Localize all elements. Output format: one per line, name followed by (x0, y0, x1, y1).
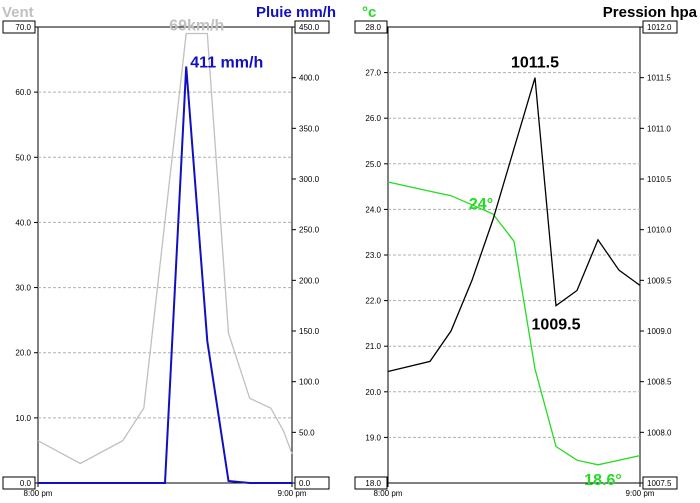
chart2-right-axis-title: Pression hpa (603, 4, 698, 21)
chart1-left-tick-label: 30.0 (15, 284, 31, 293)
chart1-left-tick-label: 60.0 (15, 88, 31, 97)
chart1-series-2-line (38, 66, 292, 484)
chart1-right-axis-title: Pluie mm/h (256, 4, 336, 21)
chart1-left-axis-title: Vent (2, 4, 34, 21)
chart2-right-tick-label: 1012.0 (647, 23, 672, 32)
chart2-left-axis-title: °c (362, 4, 376, 21)
chart2-annotation-3: 24° (469, 196, 493, 213)
chart2-x-tick-label: 8:00 pm (374, 489, 403, 498)
chart2-annotation-2: 1009.5 (532, 317, 581, 334)
chart2-right-tick-box (642, 476, 678, 490)
chart1-right-tick-label: 400.0 (299, 74, 320, 83)
chart1-right-tick-label: 350.0 (299, 124, 320, 133)
chart2-left-tick-label: 22.0 (365, 297, 381, 306)
chart1-left-tick-box (2, 476, 36, 490)
chart2-right-tick-label: 1011.5 (647, 74, 671, 83)
chart1-plot-frame (37, 26, 293, 484)
chart2-left-tick-box (354, 20, 388, 34)
chart2-right-tick-label: 1008.5 (647, 378, 672, 387)
chart2-left-tick-label: 21.0 (365, 342, 381, 351)
chart2-left-tick-label: 28.0 (365, 23, 381, 32)
chart2-series-1-line (387, 181, 641, 466)
chart2-right-tick-label: 1011.0 (647, 124, 671, 133)
chart1-left-tick-label: 0.0 (20, 479, 32, 488)
chart1-right-tick-label: 300.0 (299, 175, 320, 184)
chart1-right-tick-box (294, 476, 330, 490)
chart1-left-tick-label: 10.0 (15, 414, 31, 423)
chart2-left-tick-label: 25.0 (365, 160, 381, 169)
chart1-right-tick-label: 50.0 (299, 428, 315, 437)
chart2-right-tick-label: 1010.5 (647, 175, 672, 184)
chart1-annotation-2: 411 mm/h (190, 55, 263, 72)
chart1-left-tick-label: 20.0 (15, 349, 31, 358)
chart2-annotation-1: 1011.5 (511, 55, 559, 72)
chart2-right-tick-label: 1008.0 (647, 428, 672, 437)
chart1-right-tick-label: 100.0 (299, 378, 320, 387)
chart1-left-tick-label: 70.0 (15, 23, 31, 32)
chart2-left-tick-label: 20.0 (365, 388, 381, 397)
chart2-series-2-line (387, 77, 641, 373)
chart2-left-tick-label: 18.0 (365, 479, 381, 488)
chart1-right-tick-box (294, 20, 330, 34)
chart2-x-tick-label: 9:00 pm (626, 489, 655, 498)
chart2-left-tick-box (354, 476, 388, 490)
chart2-right-tick-label: 1009.0 (647, 327, 672, 336)
chart2-left-tick-label: 24.0 (365, 205, 381, 214)
chart2-left-tick-label: 19.0 (365, 433, 381, 442)
chart1-left-tick-box (2, 20, 36, 34)
chart1-right-tick-label: 150.0 (299, 327, 320, 336)
chart2-left-tick-label: 27.0 (365, 69, 381, 78)
chart2-annotation-4: 18.6° (584, 472, 622, 489)
chart1-left-tick-label: 40.0 (15, 218, 31, 227)
chart1-right-tick-label: 250.0 (299, 226, 320, 235)
chart2-right-tick-box (642, 20, 678, 34)
chart1-left-tick-label: 50.0 (15, 153, 31, 162)
chart1-x-tick-label: 8:00 pm (24, 489, 53, 498)
chart1-series-1-line (37, 32, 293, 465)
chart2-right-tick-label: 1010.0 (647, 226, 672, 235)
chart1-x-tick-label: 9:00 pm (278, 489, 307, 498)
chart1-right-tick-label: 450.0 (299, 23, 320, 32)
chart1-annotation-1: 69km/h (169, 18, 224, 35)
chart2-left-tick-label: 23.0 (365, 251, 381, 260)
chart2-left-tick-label: 26.0 (365, 114, 381, 123)
chart1-right-tick-label: 0.0 (299, 479, 311, 488)
chart2-right-tick-label: 1009.5 (647, 276, 672, 285)
chart2-right-tick-label: 1007.5 (647, 479, 672, 488)
chart1-right-tick-label: 200.0 (299, 276, 320, 285)
